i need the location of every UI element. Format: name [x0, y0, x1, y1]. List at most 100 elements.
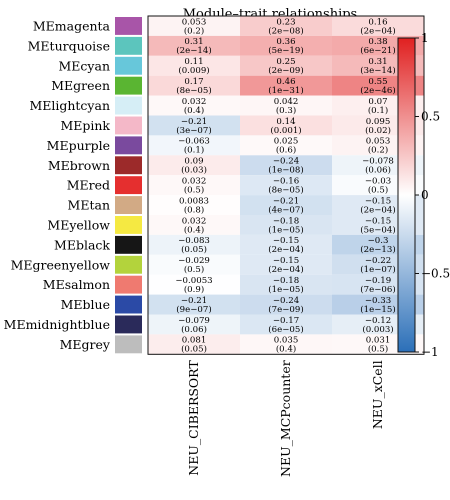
cell-correlation-label: 0.31: [184, 37, 203, 47]
cell-pvalue-label: (0.06): [181, 324, 207, 335]
cell-pvalue-label: (1e−08): [268, 165, 303, 176]
cell-correlation-label: 0.36: [276, 37, 295, 47]
cell-correlation-label: −0.063: [178, 137, 210, 147]
cell-correlation-label: −0.21: [181, 117, 207, 127]
colorbar-tick-label: 0: [421, 188, 429, 202]
heatmap-cell: [148, 234, 240, 255]
cell-pvalue-label: (3e−07): [176, 125, 211, 136]
heatmap-cell: [240, 95, 332, 116]
cell-pvalue-label: (8e−05): [176, 85, 211, 96]
cell-correlation-label: −0.16: [273, 177, 299, 187]
row-label-MElightcyan: MElightcyan: [29, 98, 110, 113]
cell-pvalue-label: (0.001): [270, 125, 301, 136]
heatmap-cell: [240, 234, 332, 255]
heatmap-cell: [240, 35, 332, 56]
row-label-MEred: MEred: [67, 178, 110, 193]
cell-pvalue-label: (1e−15): [360, 304, 395, 315]
row-label-MEgrey: MEgrey: [60, 337, 111, 352]
row-label-MEmidnightblue: MEmidnightblue: [4, 317, 110, 332]
cell-pvalue-label: (1e−05): [268, 284, 303, 295]
swatch-MEblack: [115, 235, 142, 254]
cell-pvalue-label: (7e−06): [360, 284, 395, 295]
cell-pvalue-label: (2e−04): [268, 244, 303, 255]
swatch-MEsalmon: [115, 275, 142, 294]
cell-correlation-label: −0.21: [181, 296, 207, 306]
cell-correlation-label: 0.0083: [179, 196, 209, 206]
swatch-MEturquoise: [115, 36, 142, 55]
heatmap-cell: [240, 16, 332, 36]
swatch-MEgrey: [115, 335, 142, 354]
heatmap-cell: [148, 274, 240, 295]
cell-pvalue-label: (2e−08): [268, 25, 303, 36]
row-label-MEblue: MEblue: [61, 297, 110, 312]
heatmap-cell: [240, 274, 332, 295]
cell-correlation-label: 0.025: [274, 137, 299, 147]
cell-correlation-label: −0.078: [362, 157, 394, 167]
cell-correlation-label: 0.55: [368, 77, 387, 87]
heatmap-cell: [148, 115, 240, 136]
heatmap-cell: [148, 55, 240, 76]
swatch-MEblue: [115, 295, 142, 314]
cell-pvalue-label: (0.3): [276, 105, 296, 116]
heatmap-cell: [148, 294, 240, 315]
row-label-MEpink: MEpink: [60, 118, 110, 133]
cell-correlation-label: 0.042: [274, 97, 299, 107]
heatmap-cell: [240, 215, 332, 235]
module-color-swatches: [115, 17, 142, 354]
cell-pvalue-label: (2e−14): [176, 45, 211, 56]
cell-pvalue-label: (2e−46): [360, 85, 395, 96]
cell-pvalue-label: (0.2): [368, 145, 388, 156]
row-label-MEtan: MEtan: [68, 198, 110, 213]
cell-correlation-label: 0.31: [368, 57, 387, 67]
cell-pvalue-label: (0.4): [184, 105, 204, 116]
cell-correlation-label: −0.21: [273, 196, 299, 206]
swatch-MEgreenyellow: [115, 255, 142, 274]
swatch-MEcyan: [115, 56, 142, 75]
cell-pvalue-label: (0.2): [184, 25, 204, 36]
heatmap-cell: [148, 254, 240, 275]
cell-correlation-label: −0.22: [365, 256, 391, 266]
cell-pvalue-label: (6e−21): [360, 45, 395, 56]
cell-correlation-label: −0.3: [368, 236, 389, 246]
cell-correlation-label: −0.15: [365, 196, 391, 206]
row-label-MEsalmon: MEsalmon: [43, 277, 110, 292]
cell-correlation-label: −0.19: [365, 276, 391, 286]
heatmap-cells: 0.053(0.2)0.23(2e−08)0.16(2e−04)0.31(2e−…: [148, 16, 424, 355]
cell-pvalue-label: (5e−19): [268, 45, 303, 56]
cell-correlation-label: 0.07: [368, 97, 387, 107]
cell-pvalue-label: (0.03): [181, 165, 207, 176]
cell-correlation-label: 0.14: [276, 117, 296, 127]
heatmap-cell: [240, 195, 332, 215]
cell-correlation-label: −0.079: [178, 316, 210, 326]
heatmap-cell: [148, 175, 240, 196]
cell-pvalue-label: (0.009): [178, 65, 209, 76]
cell-correlation-label: −0.18: [273, 216, 299, 226]
cell-pvalue-label: (0.5): [368, 344, 388, 355]
swatch-MEpurple: [115, 136, 142, 155]
cell-pvalue-label: (0.6): [276, 145, 296, 156]
swatch-MEpink: [115, 116, 142, 135]
cell-correlation-label: 0.081: [182, 336, 207, 346]
heatmap-frame: [147, 15, 425, 355]
heatmap-cell: [240, 155, 332, 176]
cell-pvalue-label: (4e−07): [268, 204, 303, 215]
cell-correlation-label: −0.15: [273, 256, 299, 266]
cell-correlation-label: −0.17: [273, 316, 299, 326]
colorbar-gradient: [397, 37, 416, 353]
cell-pvalue-label: (5e−04): [360, 224, 395, 235]
row-label-MEturquoise: MEturquoise: [28, 38, 110, 53]
heatmap-cell: [148, 215, 240, 235]
heatmap-cell: [148, 155, 240, 176]
swatch-MEmidnightblue: [115, 315, 142, 334]
row-label-MEblack: MEblack: [54, 237, 110, 252]
cell-pvalue-label: (1e−07): [360, 264, 395, 275]
cell-pvalue-label: (0.06): [365, 165, 391, 176]
cell-correlation-label: 0.032: [182, 177, 207, 187]
cell-pvalue-label: (0.9): [184, 284, 204, 295]
cell-correlation-label: −0.12: [365, 316, 391, 326]
heatmap-cell: [240, 135, 332, 156]
colorbar-tick-label: 1: [421, 31, 429, 45]
heatmap-cell: [148, 35, 240, 56]
swatch-MEgreen: [115, 76, 142, 95]
